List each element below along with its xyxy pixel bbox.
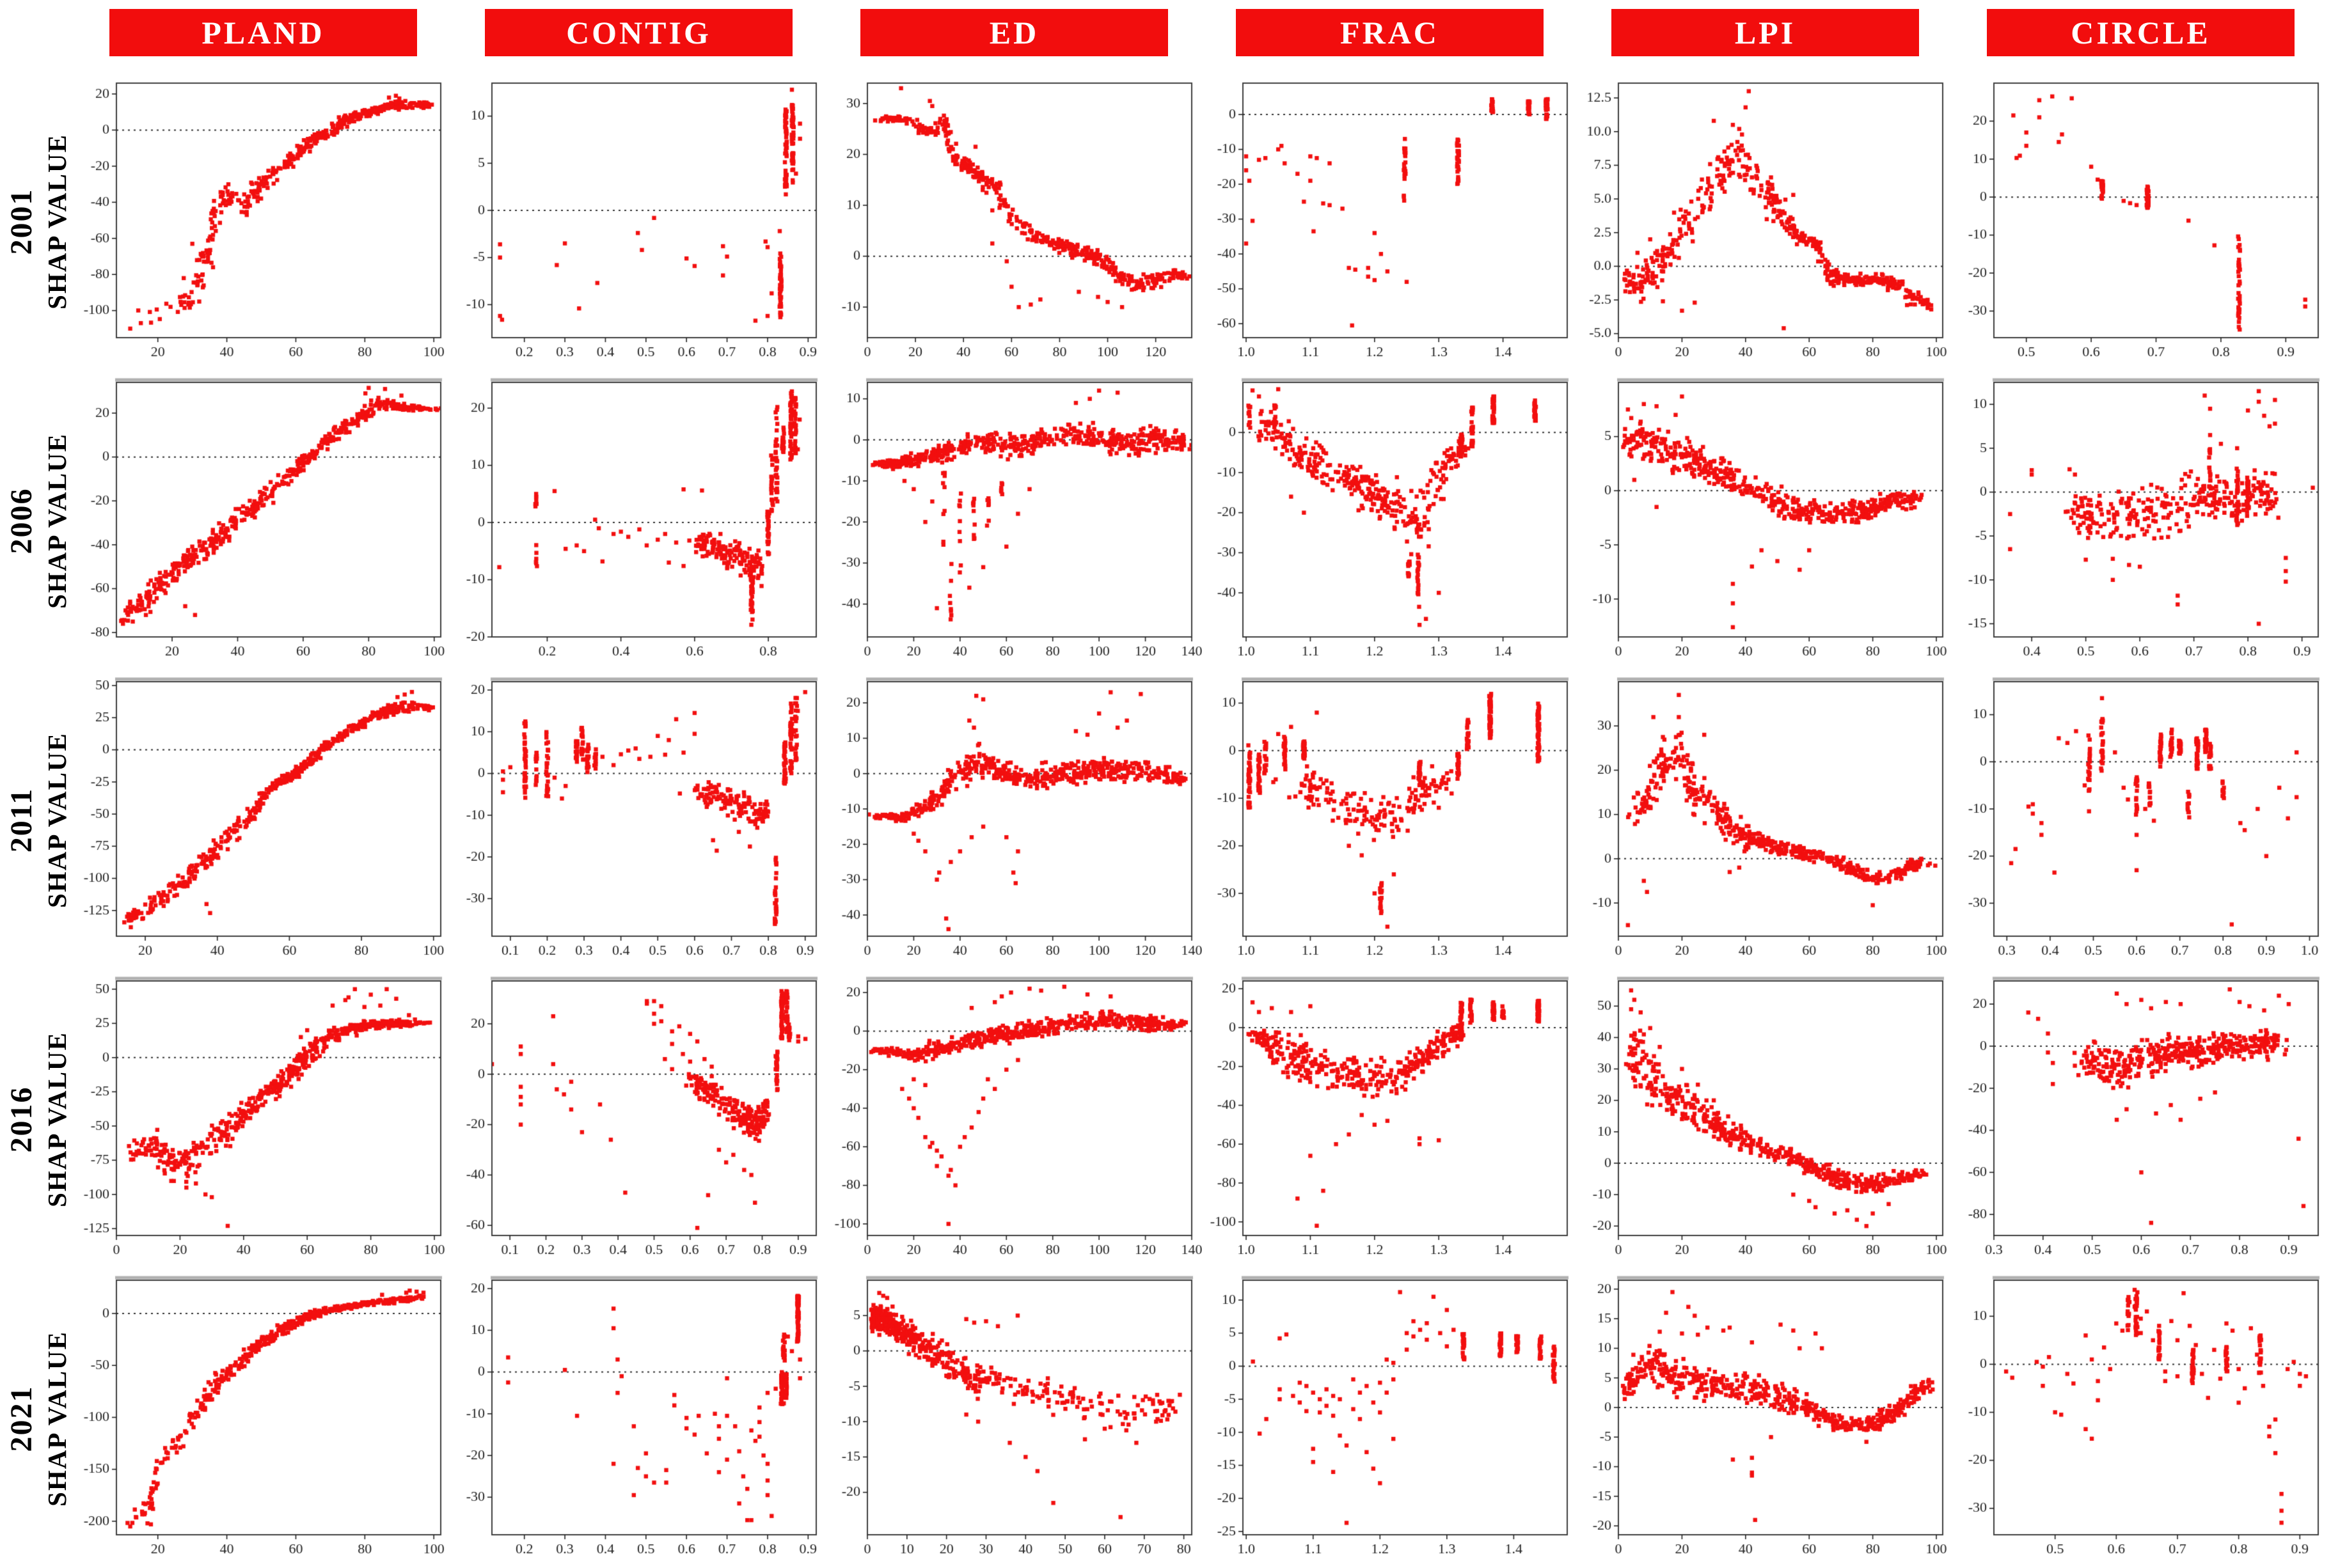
row-label-2011: 2011 SHAP VALUE <box>0 670 75 969</box>
scatter-panel-circle-2006 <box>1953 371 2328 670</box>
scatter-panel-pland-2006 <box>75 371 451 670</box>
scatter-canvas-circle-2021 <box>1953 1269 2328 1568</box>
column-header-lpi: LPI <box>1611 9 1920 56</box>
scatter-panel-frac-2016 <box>1202 969 1577 1269</box>
scatter-panel-contig-2021 <box>451 1269 826 1568</box>
scatter-panel-ed-2006 <box>826 371 1202 670</box>
column-header-frac: FRAC <box>1235 9 1544 56</box>
scatter-canvas-pland-2016 <box>75 969 451 1269</box>
scatter-panel-ed-2001 <box>826 72 1202 371</box>
scatter-canvas-frac-2021 <box>1202 1269 1577 1568</box>
row-year-label: 2011 <box>4 787 38 852</box>
column-header-cell-lpi: LPI <box>1577 0 1953 72</box>
scatter-canvas-ed-2021 <box>826 1269 1202 1568</box>
scatter-panel-lpi-2021 <box>1577 1269 1953 1568</box>
column-header-contig: CONTIG <box>484 9 793 56</box>
scatter-canvas-contig-2016 <box>451 969 826 1269</box>
column-header-ed: ED <box>860 9 1169 56</box>
row-label-2021: 2021 SHAP VALUE <box>0 1269 75 1568</box>
row-year-label: 2016 <box>4 1086 38 1152</box>
scatter-panel-circle-2016 <box>1953 969 2328 1269</box>
scatter-panel-pland-2001 <box>75 72 451 371</box>
scatter-canvas-circle-2011 <box>1953 670 2328 969</box>
scatter-panel-frac-2011 <box>1202 670 1577 969</box>
column-header-cell-pland: PLAND <box>75 0 451 72</box>
scatter-canvas-pland-2021 <box>75 1269 451 1568</box>
scatter-panel-circle-2021 <box>1953 1269 2328 1568</box>
scatter-canvas-frac-2006 <box>1202 371 1577 670</box>
y-axis-title: SHAP VALUE <box>42 732 72 908</box>
scatter-panel-ed-2011 <box>826 670 1202 969</box>
scatter-panel-pland-2011 <box>75 670 451 969</box>
scatter-panel-frac-2001 <box>1202 72 1577 371</box>
scatter-panel-circle-2011 <box>1953 670 2328 969</box>
scatter-canvas-circle-2016 <box>1953 969 2328 1269</box>
scatter-canvas-frac-2011 <box>1202 670 1577 969</box>
column-header-cell-contig: CONTIG <box>451 0 826 72</box>
scatter-canvas-lpi-2021 <box>1577 1269 1953 1568</box>
corner-spacer <box>0 0 75 72</box>
scatter-panel-pland-2021 <box>75 1269 451 1568</box>
scatter-canvas-ed-2016 <box>826 969 1202 1269</box>
column-header-cell-ed: ED <box>826 0 1202 72</box>
scatter-panel-contig-2006 <box>451 371 826 670</box>
y-axis-title: SHAP VALUE <box>42 133 72 310</box>
scatter-canvas-contig-2006 <box>451 371 826 670</box>
scatter-canvas-ed-2011 <box>826 670 1202 969</box>
column-header-circle: CIRCLE <box>1986 9 2295 56</box>
scatter-panel-frac-2021 <box>1202 1269 1577 1568</box>
y-axis-title: SHAP VALUE <box>42 1330 72 1507</box>
scatter-canvas-circle-2001 <box>1953 72 2328 371</box>
row-year-label: 2006 <box>4 487 38 554</box>
scatter-panel-ed-2021 <box>826 1269 1202 1568</box>
scatter-canvas-lpi-2006 <box>1577 371 1953 670</box>
row-year-label: 2021 <box>4 1385 38 1452</box>
scatter-canvas-pland-2001 <box>75 72 451 371</box>
scatter-canvas-lpi-2011 <box>1577 670 1953 969</box>
scatter-panel-contig-2011 <box>451 670 826 969</box>
scatter-canvas-lpi-2016 <box>1577 969 1953 1269</box>
column-header-pland: PLAND <box>109 9 418 56</box>
row-label-2006: 2006 SHAP VALUE <box>0 371 75 670</box>
scatter-panel-lpi-2001 <box>1577 72 1953 371</box>
scatter-panel-lpi-2011 <box>1577 670 1953 969</box>
scatter-canvas-ed-2001 <box>826 72 1202 371</box>
column-header-cell-circle: CIRCLE <box>1953 0 2328 72</box>
scatter-canvas-circle-2006 <box>1953 371 2328 670</box>
scatter-canvas-contig-2021 <box>451 1269 826 1568</box>
scatter-panel-lpi-2016 <box>1577 969 1953 1269</box>
scatter-canvas-pland-2006 <box>75 371 451 670</box>
scatter-canvas-frac-2001 <box>1202 72 1577 371</box>
scatter-canvas-contig-2011 <box>451 670 826 969</box>
scatter-canvas-frac-2016 <box>1202 969 1577 1269</box>
scatter-canvas-pland-2011 <box>75 670 451 969</box>
row-label-2001: 2001 SHAP VALUE <box>0 72 75 371</box>
row-label-2016: 2016 SHAP VALUE <box>0 969 75 1269</box>
scatter-panel-ed-2016 <box>826 969 1202 1269</box>
scatter-panel-circle-2001 <box>1953 72 2328 371</box>
scatter-canvas-ed-2006 <box>826 371 1202 670</box>
scatter-panel-frac-2006 <box>1202 371 1577 670</box>
y-axis-title: SHAP VALUE <box>42 432 72 609</box>
row-year-label: 2001 <box>4 188 38 255</box>
scatter-canvas-lpi-2001 <box>1577 72 1953 371</box>
scatter-panel-contig-2016 <box>451 969 826 1269</box>
scatter-panel-lpi-2006 <box>1577 371 1953 670</box>
y-axis-title: SHAP VALUE <box>42 1031 72 1207</box>
scatter-panel-pland-2016 <box>75 969 451 1269</box>
scatter-canvas-contig-2001 <box>451 72 826 371</box>
scatter-panel-contig-2001 <box>451 72 826 371</box>
column-header-cell-frac: FRAC <box>1202 0 1577 72</box>
